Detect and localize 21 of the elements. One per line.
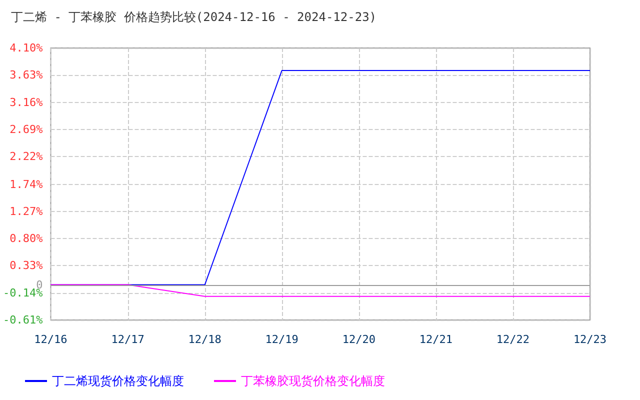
x-tick-label: 12/23 — [573, 333, 607, 346]
y-tick-label: 3.63% — [10, 68, 44, 82]
x-tick-label: 12/19 — [265, 333, 298, 346]
x-tick-label: 12/16 — [34, 333, 68, 346]
x-tick-label: 12/17 — [111, 333, 144, 346]
x-tick-label: 12/18 — [188, 333, 222, 346]
y-tick-label: 3.16% — [10, 96, 44, 109]
x-tick-label: 12/21 — [419, 333, 452, 346]
y-tick-label: 4.10% — [10, 42, 44, 54]
y-tick-label: 0.80% — [10, 232, 44, 246]
y-tick-label: 0.33% — [10, 259, 44, 272]
legend-label: 丁苯橡胶现货价格变化幅度 — [241, 374, 385, 388]
y-tick-label: -0.61% — [2, 314, 44, 326]
x-tick-label: 12/20 — [342, 333, 376, 346]
y-tick-label: 1.27% — [10, 204, 44, 218]
y-tick-label: 1.74% — [10, 178, 44, 191]
legend-label: 丁二烯现货价格变化幅度 — [52, 374, 184, 388]
y-tick-label: 2.22% — [10, 150, 44, 164]
x-tick-label: 12/22 — [496, 333, 530, 346]
chart-title: 丁二烯 - 丁苯橡胶 价格趋势比较(2024-12-16 - 2024-12-23) — [11, 10, 377, 24]
y-tick-label: 2.69% — [10, 122, 44, 136]
